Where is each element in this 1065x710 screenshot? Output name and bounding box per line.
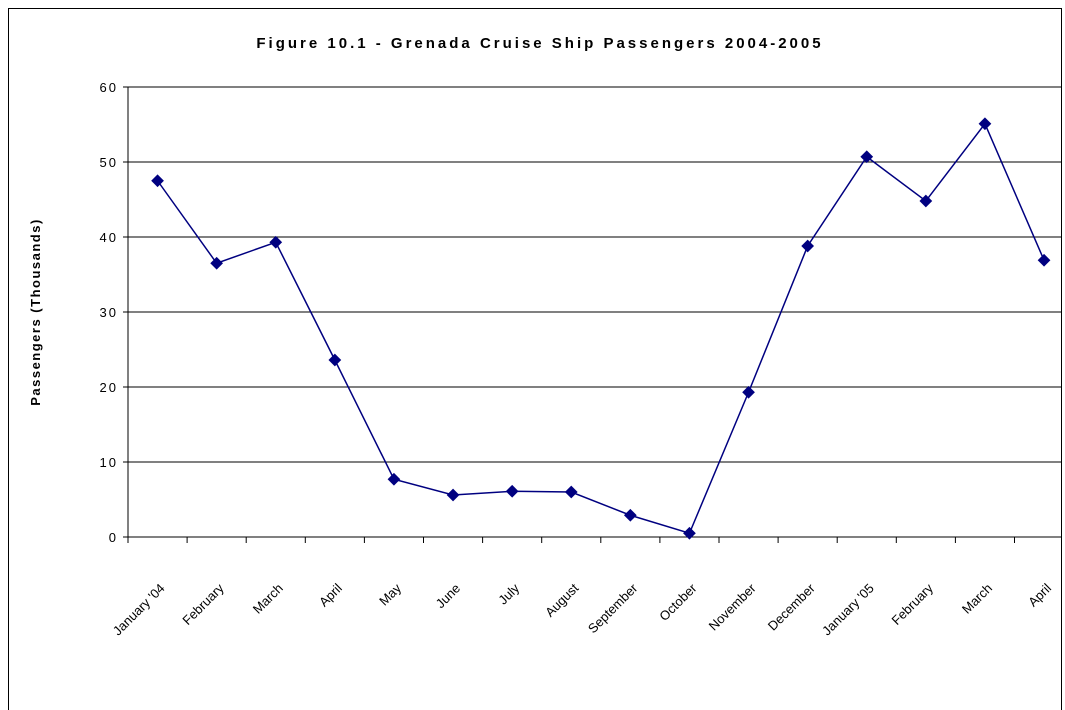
data-point [683, 526, 696, 540]
data-point [919, 194, 933, 208]
chart-border [8, 8, 1062, 710]
y-tick-label: 10 [100, 455, 118, 470]
x-tick-label: March [250, 581, 286, 617]
x-tick-label: February [179, 580, 227, 628]
x-tick-label: April [316, 580, 345, 609]
data-point [1037, 253, 1051, 267]
data-point [269, 235, 283, 249]
data-point [801, 239, 815, 253]
x-tick-label: March [959, 581, 995, 617]
data-point [151, 174, 164, 188]
x-tick-label: September [585, 580, 641, 636]
x-tick-label: January '04 [110, 581, 168, 639]
series-line [156, 122, 1045, 535]
y-tick-label: 50 [100, 155, 118, 170]
x-tick-label: June [433, 581, 464, 612]
data-point [860, 150, 874, 164]
data-point [328, 353, 342, 367]
x-tick-label: July [495, 580, 522, 607]
data-point [564, 485, 578, 499]
x-tick-label: May [376, 580, 404, 608]
y-axis-label: Passengers (Thousands) [28, 218, 43, 406]
x-tick-label: August [542, 580, 581, 619]
data-point [742, 385, 755, 399]
x-tick-label: October [656, 580, 700, 624]
x-tick-label: February [889, 580, 937, 628]
chart-title: Figure 10.1 - Grenada Cruise Ship Passen… [256, 35, 823, 52]
data-point [210, 256, 224, 270]
x-tick-label: November [706, 580, 759, 633]
x-tick-label: December [765, 580, 818, 633]
y-tick-label: 20 [100, 380, 118, 395]
y-tick-label: 40 [100, 230, 118, 245]
data-point [978, 117, 992, 131]
data-point [387, 472, 401, 486]
data-point [446, 488, 460, 502]
y-tick-label: 30 [100, 305, 118, 320]
y-tick-label: 60 [100, 80, 118, 95]
x-tick-label: January '05 [819, 581, 877, 639]
x-tick-label: April [1025, 580, 1054, 609]
data-point [505, 484, 519, 498]
data-point [623, 508, 637, 522]
y-tick-label: 0 [109, 530, 118, 545]
